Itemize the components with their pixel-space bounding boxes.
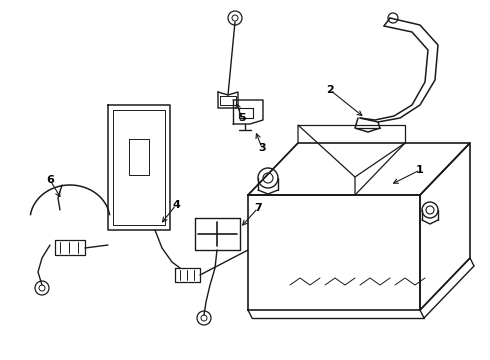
Text: 7: 7	[254, 203, 262, 213]
Text: 1: 1	[416, 165, 424, 175]
Text: 2: 2	[326, 85, 334, 95]
Text: 4: 4	[172, 200, 180, 210]
Circle shape	[422, 202, 438, 218]
Text: 5: 5	[238, 113, 246, 123]
Text: 6: 6	[46, 175, 54, 185]
Text: 3: 3	[258, 143, 266, 153]
Circle shape	[258, 168, 278, 188]
